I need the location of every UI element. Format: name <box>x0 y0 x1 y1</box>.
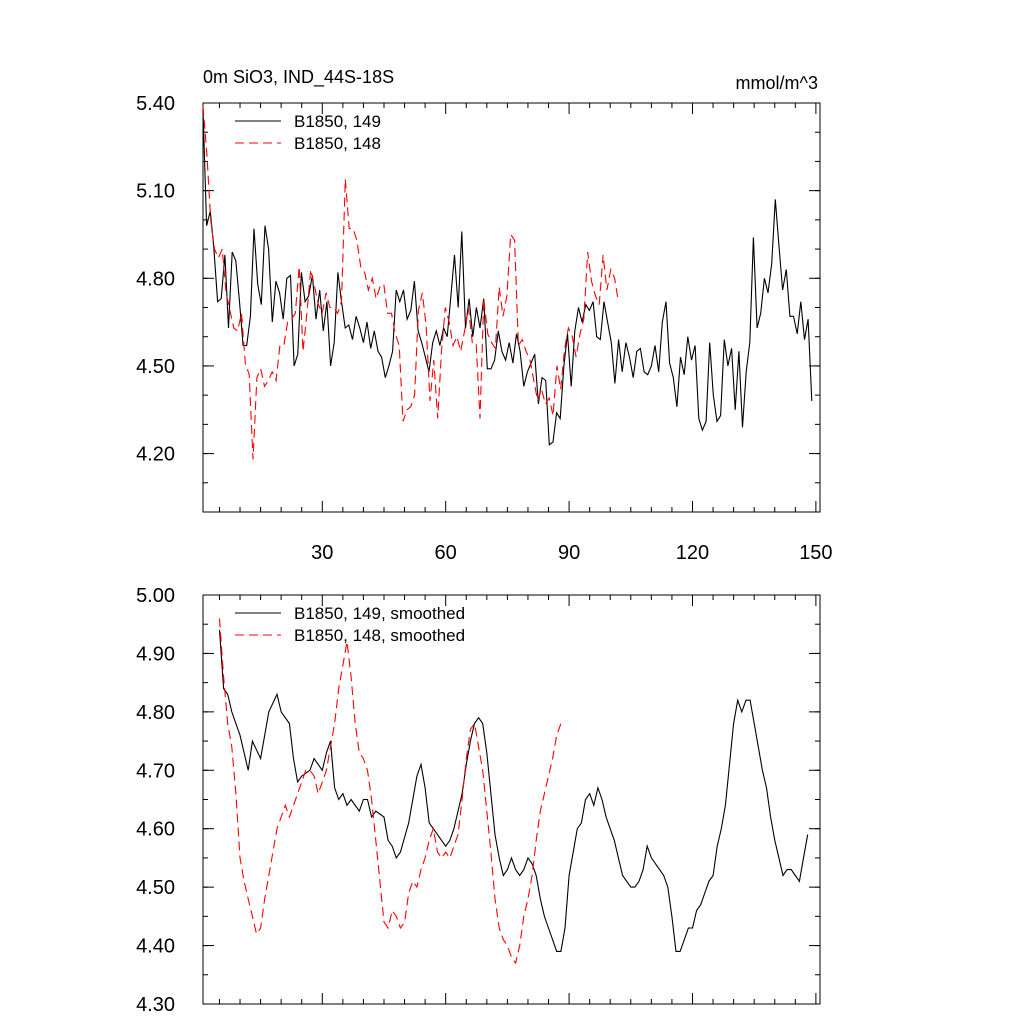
series-line-2 <box>218 618 562 965</box>
legend-label: B1850, 149, smoothed <box>294 604 465 623</box>
y-tick-label: 5.40 <box>136 93 175 115</box>
chart-title: 0m SiO3, IND_44S-18S <box>203 67 394 88</box>
series-line-1 <box>218 630 809 952</box>
units-label: mmol/m^3 <box>736 73 818 93</box>
x-tick-label: 60 <box>435 542 457 564</box>
series-line-2 <box>202 105 619 460</box>
y-tick-label: 4.80 <box>136 268 175 290</box>
series-line-1 <box>202 108 813 446</box>
x-tick-label: 90 <box>558 542 580 564</box>
y-tick-label: 5.00 <box>136 585 175 607</box>
x-tick-label: 30 <box>311 542 333 564</box>
x-tick-label: 120 <box>676 542 709 564</box>
plot-frame <box>202 102 821 513</box>
chart-panel-1: 30 60 90 120 150 4.20 4.50 4.80 5.10 5.40 0m SiO3,… <box>136 67 833 564</box>
y-tick-label: 4.70 <box>136 760 175 782</box>
y-tick-label: 4.20 <box>136 444 175 466</box>
y-tick-label: 4.60 <box>136 819 175 841</box>
chart-panel-2: 4.30 4.40 4.50 4.60 4.70 4.80 4.90 5.00 B1850, 1… <box>136 585 821 1016</box>
y-tick-label: 5.10 <box>136 181 175 203</box>
y-tick-label: 4.30 <box>136 994 175 1016</box>
y-tick-label: 4.50 <box>136 877 175 899</box>
x-tick-label: 150 <box>799 542 832 564</box>
y-tick-label: 4.90 <box>136 643 175 665</box>
y-tick-label: 4.40 <box>136 936 175 958</box>
legend-label: B1850, 148 <box>294 134 381 153</box>
y-tick-label: 4.50 <box>136 356 175 378</box>
legend-label: B1850, 148, smoothed <box>294 626 465 645</box>
legend-label: B1850, 149 <box>294 112 381 131</box>
y-tick-label: 4.80 <box>136 702 175 724</box>
